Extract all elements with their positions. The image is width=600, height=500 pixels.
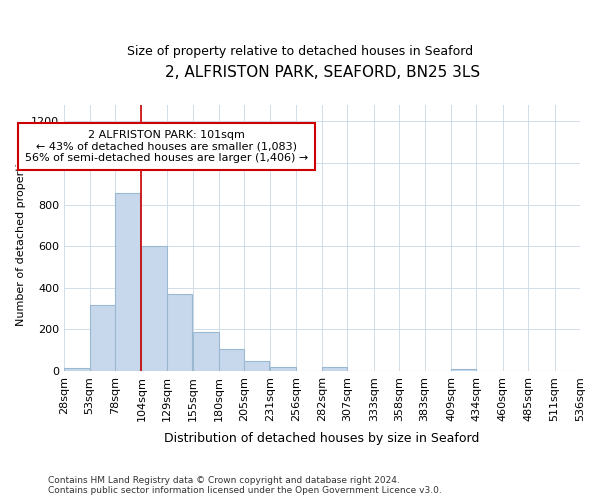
Bar [64, 368, 89, 371]
Bar [115, 192, 140, 371]
Bar [322, 366, 347, 371]
Text: 2 ALFRISTON PARK: 101sqm
← 43% of detached houses are smaller (1,083)
56% of sem: 2 ALFRISTON PARK: 101sqm ← 43% of detach… [25, 130, 308, 163]
Bar [167, 294, 192, 371]
X-axis label: Distribution of detached houses by size in Seaford: Distribution of detached houses by size … [164, 432, 480, 445]
Bar [218, 349, 244, 371]
Bar [142, 246, 167, 371]
Text: Contains HM Land Registry data © Crown copyright and database right 2024.
Contai: Contains HM Land Registry data © Crown c… [48, 476, 442, 495]
Bar [451, 369, 476, 371]
Bar [89, 305, 115, 371]
Bar [271, 366, 296, 371]
Bar [193, 332, 218, 371]
Bar [244, 361, 269, 371]
Text: Size of property relative to detached houses in Seaford: Size of property relative to detached ho… [127, 45, 473, 58]
Y-axis label: Number of detached properties: Number of detached properties [16, 150, 26, 326]
Title: 2, ALFRISTON PARK, SEAFORD, BN25 3LS: 2, ALFRISTON PARK, SEAFORD, BN25 3LS [164, 65, 479, 80]
